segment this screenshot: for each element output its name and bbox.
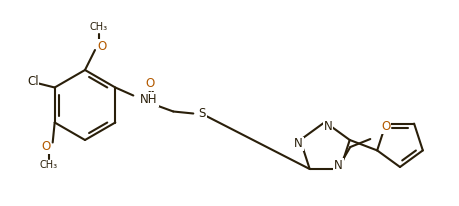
Text: O: O xyxy=(146,77,155,90)
Text: CH₃: CH₃ xyxy=(39,160,58,171)
Text: N: N xyxy=(333,159,342,172)
Text: NH: NH xyxy=(140,93,157,106)
Text: CH₃: CH₃ xyxy=(90,22,108,32)
Text: O: O xyxy=(97,40,106,53)
Text: Cl: Cl xyxy=(27,75,39,88)
Text: O: O xyxy=(381,120,390,133)
Text: S: S xyxy=(198,107,205,120)
Text: N: N xyxy=(293,137,302,150)
Text: N: N xyxy=(323,119,332,132)
Text: O: O xyxy=(41,140,50,153)
